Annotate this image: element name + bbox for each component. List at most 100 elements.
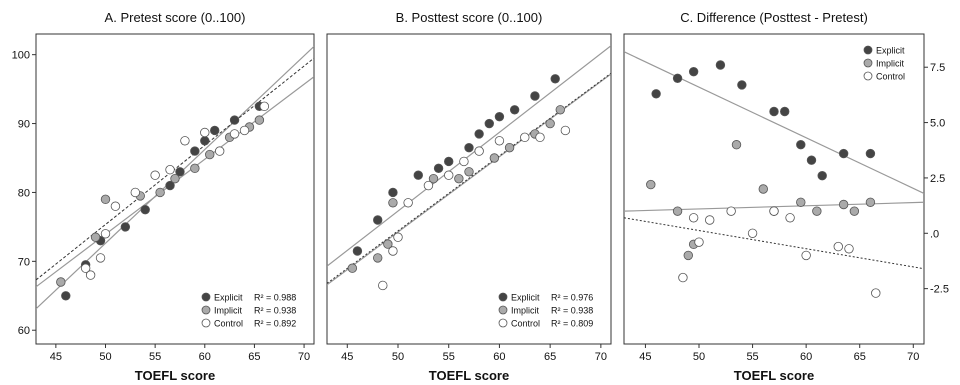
- plot-frame: [35, 33, 315, 345]
- data-point-implicit: [373, 253, 383, 263]
- data-point-control: [80, 263, 91, 273]
- legend-r2-control: R² = 0.809: [551, 319, 593, 329]
- data-point-explicit: [229, 115, 240, 125]
- y-tick-label: .0: [930, 228, 939, 240]
- x-tick-label: 55: [149, 351, 161, 363]
- legend-marker-explicit: [201, 292, 211, 302]
- data-point-explicit: [61, 291, 71, 301]
- x-tick-label: 60: [493, 351, 505, 363]
- data-point-control: [423, 180, 434, 191]
- x-tick-label: 70: [907, 351, 919, 363]
- y-tick-label: 100: [12, 50, 30, 62]
- data-point-explicit: [484, 118, 494, 129]
- data-point-control: [180, 136, 190, 146]
- data-point-explicit: [550, 74, 560, 84]
- legend-label-implicit: Implicit: [214, 306, 243, 316]
- legend-label-control: Control: [511, 319, 540, 329]
- data-point-control: [130, 187, 140, 198]
- x-tick-label: 70: [595, 351, 607, 363]
- legend-label-implicit: Implicit: [876, 59, 905, 69]
- data-point-implicit: [383, 239, 393, 249]
- data-point-implicit: [170, 173, 180, 184]
- data-point-implicit: [812, 206, 822, 216]
- x-tick-label: 70: [298, 351, 310, 363]
- data-point-control: [520, 132, 530, 143]
- data-point-control: [150, 170, 160, 180]
- data-point-control: [871, 288, 881, 298]
- data-point-explicit: [530, 91, 540, 101]
- data-point-explicit: [838, 148, 849, 159]
- fit-line-control: [624, 217, 924, 270]
- data-point-explicit: [388, 187, 398, 198]
- legend-marker-implicit: [201, 305, 211, 315]
- data-point-control: [100, 229, 111, 239]
- fit-line-control: [36, 57, 314, 281]
- y-tick-label: 60: [18, 325, 30, 337]
- legend-label-explicit: Explicit: [214, 293, 243, 303]
- data-point-explicit: [474, 129, 484, 139]
- data-point-control: [844, 244, 854, 254]
- plot-frame: [326, 33, 612, 345]
- data-point-implicit: [646, 179, 656, 190]
- data-point-explicit: [373, 215, 383, 225]
- y-tick-label: 90: [18, 119, 30, 131]
- data-point-explicit: [433, 163, 444, 174]
- data-point-explicit: [806, 155, 817, 165]
- x-axis-label: TOEFL score: [734, 368, 814, 383]
- data-point-implicit: [454, 173, 464, 184]
- legend-label-explicit: Explicit: [876, 46, 905, 56]
- plot-frame: [623, 33, 925, 345]
- data-point-control: [688, 213, 699, 223]
- y-tick-label: 7.5: [930, 62, 945, 74]
- data-point-control: [747, 228, 758, 238]
- x-tick-label: 50: [99, 351, 111, 363]
- data-point-implicit: [205, 149, 215, 160]
- data-point-explicit: [175, 167, 185, 177]
- data-point-implicit: [464, 167, 474, 177]
- panel-1: A. Pretest score (0..100) 45 50 55 60 65 70 60 7…: [12, 10, 315, 383]
- data-point-explicit: [120, 222, 131, 232]
- fit-line-control: [327, 72, 611, 284]
- data-point-explicit: [672, 73, 683, 83]
- data-point-explicit: [817, 171, 827, 181]
- panel-2: B. Posttest score (0..100) 45 50 55 60 65 70 TO…: [326, 10, 612, 383]
- data-point-control: [200, 127, 210, 138]
- data-point-control: [388, 246, 398, 256]
- data-point-implicit: [254, 115, 265, 125]
- data-point-implicit: [155, 187, 165, 198]
- data-point-implicit: [555, 105, 565, 115]
- y-tick-label: 2.5: [930, 173, 945, 185]
- data-point-control: [393, 232, 403, 242]
- data-point-implicit: [796, 197, 806, 207]
- data-point-explicit: [444, 156, 454, 167]
- data-point-control: [214, 146, 225, 156]
- data-point-control: [459, 156, 469, 167]
- data-point-implicit: [489, 153, 500, 163]
- data-point-implicit: [347, 263, 358, 273]
- x-tick-label: 60: [800, 351, 812, 363]
- data-point-control: [705, 215, 715, 225]
- legend-marker-implicit: [498, 305, 508, 315]
- data-point-explicit: [200, 136, 210, 146]
- data-point-control: [726, 206, 736, 216]
- data-point-implicit: [683, 250, 693, 261]
- x-tick-label: 55: [746, 351, 758, 363]
- data-point-control: [259, 101, 270, 112]
- y-tick-label: 70: [18, 256, 30, 268]
- legend-label-control: Control: [214, 319, 243, 329]
- data-point-control: [85, 270, 96, 280]
- x-tick-label: 50: [693, 351, 705, 363]
- data-point-implicit: [190, 163, 200, 174]
- data-point-control: [833, 241, 843, 252]
- x-axis-label: TOEFL score: [429, 368, 509, 383]
- data-point-implicit: [672, 206, 683, 216]
- data-point-control: [239, 125, 250, 136]
- panel-title: C. Difference (Posttest - Pretest): [680, 10, 868, 25]
- data-point-control: [165, 165, 175, 175]
- x-tick-label: 55: [443, 351, 455, 363]
- data-point-explicit: [494, 111, 505, 122]
- data-point-explicit: [651, 89, 661, 99]
- legend-r2-implicit: R² = 0.938: [551, 306, 593, 316]
- data-point-implicit: [388, 198, 398, 208]
- x-tick-label: 65: [544, 351, 556, 363]
